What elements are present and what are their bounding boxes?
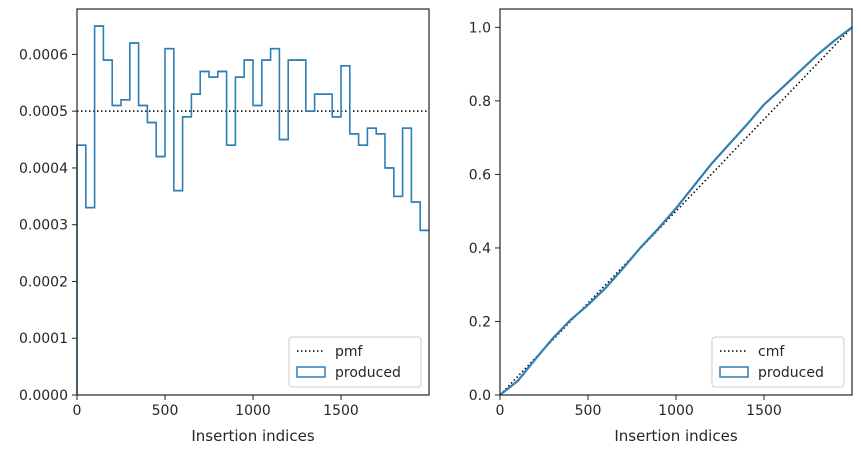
y-tick-label: 0.0000 (19, 388, 68, 404)
data-point (569, 319, 572, 321)
data-point (763, 103, 765, 106)
y-tick-label: 0.8 (469, 94, 491, 110)
data-point (552, 337, 554, 340)
data-point (692, 185, 695, 187)
data-point (816, 54, 818, 57)
y-tick-label: 0.2 (469, 314, 491, 330)
x-tick-label: 500 (152, 403, 179, 419)
y-tick-label: 0.0005 (19, 104, 68, 120)
legend-reference-label: cmf (758, 344, 785, 360)
chart-panel-2: 0 500 1000 1500 0.0 0.2 0.4 0.6 0.8 1.0 Insertion … (469, 8, 853, 445)
data-point (780, 87, 783, 90)
y-tick-label: 0.6 (469, 167, 491, 183)
data-point (657, 227, 660, 230)
legend-produced-swatch (296, 366, 326, 378)
y-tick-label: 0.0 (469, 388, 491, 404)
legend-frame (288, 336, 422, 388)
x-tick-label: 1500 (746, 403, 782, 419)
x-tick-label: 500 (575, 403, 602, 419)
data-point (675, 207, 677, 210)
data-point (534, 358, 536, 361)
legend-produced-label: produced (758, 365, 824, 381)
legend: pmf produced (288, 336, 422, 388)
data-point (728, 143, 730, 146)
data-point (640, 246, 642, 249)
x-tick-label: 0 (73, 403, 82, 419)
x-axis-label: Insertion indices (614, 427, 737, 445)
x-tick-label: 1000 (235, 403, 271, 419)
data-point (745, 124, 748, 126)
y-tick-label: 1.0 (469, 20, 491, 36)
x-tick-label: 1000 (658, 403, 694, 419)
y-tick-label: 0.0001 (19, 331, 68, 347)
data-point (516, 380, 519, 382)
y-tick-label: 0.0002 (19, 274, 68, 290)
data-point (798, 71, 800, 73)
legend-reference-label: pmf (335, 344, 364, 360)
legend-produced-label: produced (335, 365, 401, 381)
legend: cmf produced (711, 336, 845, 388)
legend-produced-swatch (719, 366, 749, 378)
x-tick-label: 1500 (323, 403, 359, 419)
legend-frame (711, 336, 845, 388)
y-tick-label: 0.4 (469, 241, 491, 257)
data-point (710, 163, 712, 165)
chart-panel-1: 0 500 1000 1500 0.0000 0.0001 0.0002 0.0003 0.00… (19, 8, 430, 445)
x-axis-label: Insertion indices (191, 427, 314, 445)
data-point (622, 267, 624, 269)
y-tick-label: 0.0006 (19, 47, 68, 63)
data-point (604, 287, 607, 289)
data-point (833, 39, 836, 42)
y-tick-label: 0.0004 (19, 161, 68, 177)
y-tick-label: 0.0003 (19, 218, 68, 234)
x-tick-label: 0 (496, 403, 505, 419)
data-point (587, 304, 589, 306)
